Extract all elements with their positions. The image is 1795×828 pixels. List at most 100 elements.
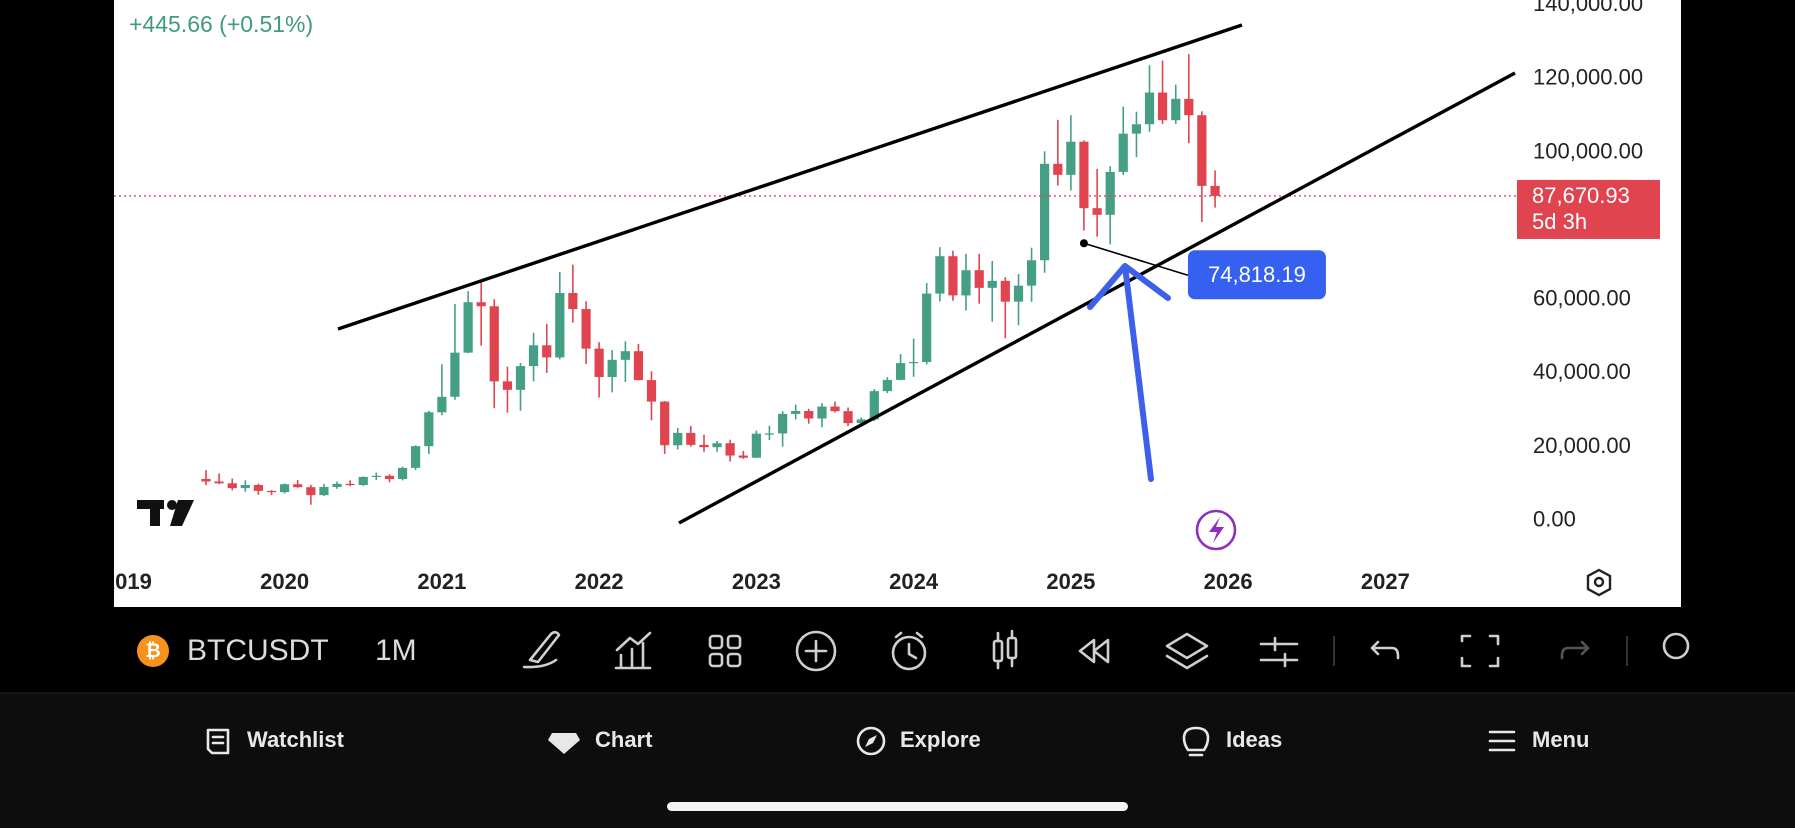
fullscreen-tool[interactable] <box>1460 634 1500 668</box>
candle-body <box>437 396 447 413</box>
candle-body <box>240 484 250 489</box>
nav-chart[interactable]: Chart <box>548 727 653 754</box>
coin-icon <box>137 635 169 667</box>
symbol[interactable]: BTCUSDT <box>187 634 329 667</box>
candle-body <box>332 483 342 487</box>
candle-body <box>961 270 971 296</box>
home-indicator <box>667 802 1128 811</box>
chart-type-tool[interactable] <box>992 629 1018 670</box>
settings-tool[interactable] <box>1259 636 1299 668</box>
ideas-tool[interactable] <box>1662 632 1690 660</box>
price-change: +445.66 (+0.51%) <box>129 11 313 37</box>
candle-body <box>542 345 552 358</box>
candle-body <box>607 359 617 378</box>
annotation-label: 74,818.19 <box>1208 262 1306 287</box>
candle-body <box>424 412 434 447</box>
y-tick-label: 60,000.00 <box>1533 286 1631 311</box>
nav-watchlist[interactable]: Watchlist <box>206 727 345 755</box>
candle-body <box>1144 92 1155 125</box>
candle-body <box>778 413 788 434</box>
candle-body <box>1210 185 1220 196</box>
candle-body <box>555 293 565 358</box>
candle-body <box>1000 280 1010 302</box>
candle-body <box>686 432 696 445</box>
candle-body <box>699 444 709 448</box>
candle-body <box>1026 260 1037 286</box>
replay-tool[interactable] <box>1078 638 1110 664</box>
candle-body <box>948 256 958 296</box>
candle-body <box>791 410 801 414</box>
candle-body <box>856 419 866 424</box>
x-tick-label: 2027 <box>1361 569 1410 594</box>
candle-body <box>974 270 984 288</box>
candle-body <box>266 490 277 493</box>
candle-body <box>411 446 421 468</box>
lightning-button[interactable] <box>1195 509 1237 551</box>
settings-icon[interactable] <box>1586 568 1612 597</box>
nav-label: Chart <box>595 727 653 752</box>
layouts-tool[interactable] <box>708 634 742 668</box>
annotation-point <box>1079 239 1088 248</box>
candle-body <box>620 351 630 360</box>
toolbar: ₿ BTCUSDT 1M <box>137 629 1690 672</box>
candle-body <box>987 280 997 288</box>
candle-body <box>581 309 591 349</box>
candle-body <box>1079 141 1089 209</box>
candle-body <box>764 433 775 435</box>
candle-body <box>384 475 395 479</box>
candle-body <box>646 380 657 402</box>
candle-body <box>1066 141 1076 175</box>
y-tick-label: 120,000.00 <box>1533 65 1643 90</box>
candle-body <box>1118 133 1128 172</box>
candle-body <box>738 455 748 458</box>
candle-body <box>397 467 408 479</box>
tv-logo <box>137 500 194 526</box>
logo-part <box>150 500 160 526</box>
nav-menu[interactable]: Menu <box>1488 727 1589 752</box>
undo-tool[interactable] <box>1370 640 1400 660</box>
chart-background <box>114 0 1681 607</box>
chart-icon <box>548 733 580 754</box>
candle-body <box>253 484 263 491</box>
candle-body <box>1197 115 1207 186</box>
x-tick-label: 2021 <box>417 569 466 594</box>
add-tool[interactable] <box>795 630 837 672</box>
y-tick-label: 40,000.00 <box>1533 359 1631 384</box>
candle-body <box>843 411 853 424</box>
interval[interactable]: 1M <box>375 634 417 667</box>
nav-ideas[interactable]: Ideas <box>1182 726 1282 757</box>
y-tick-label: 140,000.00 <box>1533 0 1643 16</box>
candle-body <box>319 486 329 496</box>
candle-body <box>712 443 722 448</box>
candle-body <box>1131 124 1142 134</box>
x-tick-label: 2026 <box>1204 569 1253 594</box>
annotation-box <box>1187 250 1326 300</box>
candle-body <box>909 362 919 364</box>
candle-body <box>528 345 539 367</box>
nav-label: Explore <box>900 727 981 752</box>
layers-tool[interactable] <box>1165 632 1209 670</box>
candle-body <box>1157 92 1168 121</box>
candle-body <box>830 406 840 412</box>
candle-body <box>751 433 761 458</box>
price-tag-value: 87,670.93 <box>1532 183 1630 208</box>
price-tag <box>1517 179 1660 239</box>
price-tag-countdown: 5d 3h <box>1532 209 1587 234</box>
candle-body <box>633 351 644 381</box>
candle-body <box>293 484 303 488</box>
candle-body <box>1171 98 1181 121</box>
indicators-tool[interactable] <box>614 631 652 670</box>
redo-tool[interactable] <box>1560 640 1590 660</box>
candle-body <box>725 443 735 456</box>
watchlist-icon <box>206 728 230 755</box>
y-tick-label: 100,000.00 <box>1533 138 1643 163</box>
candle-body <box>306 487 316 496</box>
candle-body <box>895 363 906 380</box>
alert-tool[interactable] <box>891 631 927 671</box>
draw-tool[interactable] <box>522 630 561 669</box>
explore-icon <box>856 726 886 756</box>
nav-explore[interactable]: Explore <box>856 726 981 756</box>
nav-label: Ideas <box>1226 727 1282 752</box>
candle-body <box>358 476 368 486</box>
